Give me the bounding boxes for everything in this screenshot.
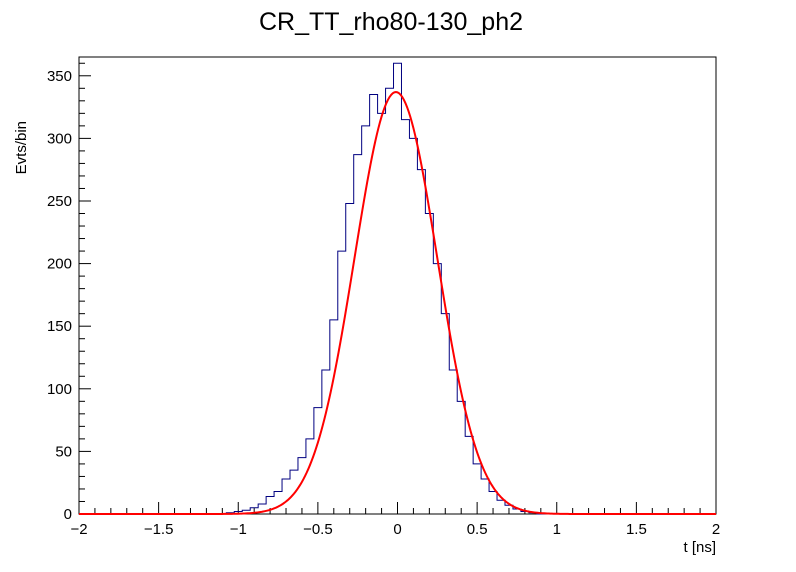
x-tick-label: 0 [393,521,401,538]
y-axis: 0 50 100 150 200 250 300 350 [47,62,91,523]
x-tick-label: 0.5 [467,521,488,538]
y-tick-label: 350 [47,68,72,85]
y-tick-label: 150 [47,318,72,335]
x-axis-label: t [ns] [683,539,716,556]
chart-title: CR_TT_rho80-130_ph2 [259,8,523,36]
y-axis-label: Evts/bin [13,121,30,174]
fit-series [79,91,716,515]
y-tick-label: 50 [55,443,72,460]
y-tick-label: 250 [47,193,72,210]
x-tick-label: 2 [712,521,720,538]
histogram-series [218,62,577,515]
x-axis: −2 −1.5 −1 −0.5 0 0.5 1 1.5 2 [70,502,720,538]
histogram-outline [218,62,577,515]
y-tick-label: 300 [47,130,72,147]
x-tick-label: 1.5 [626,521,647,538]
y-tick-label: 200 [47,256,72,273]
x-tick-label: −1 [230,521,247,538]
fit-curve [79,91,716,515]
x-tick-label: 1 [553,521,561,538]
x-tick-label: −2 [70,521,87,538]
x-tick-label: −1.5 [144,521,174,538]
y-tick-label: 0 [64,506,72,523]
plot-frame [78,56,717,515]
y-tick-label: 100 [47,381,72,398]
x-tick-label: −0.5 [303,521,333,538]
